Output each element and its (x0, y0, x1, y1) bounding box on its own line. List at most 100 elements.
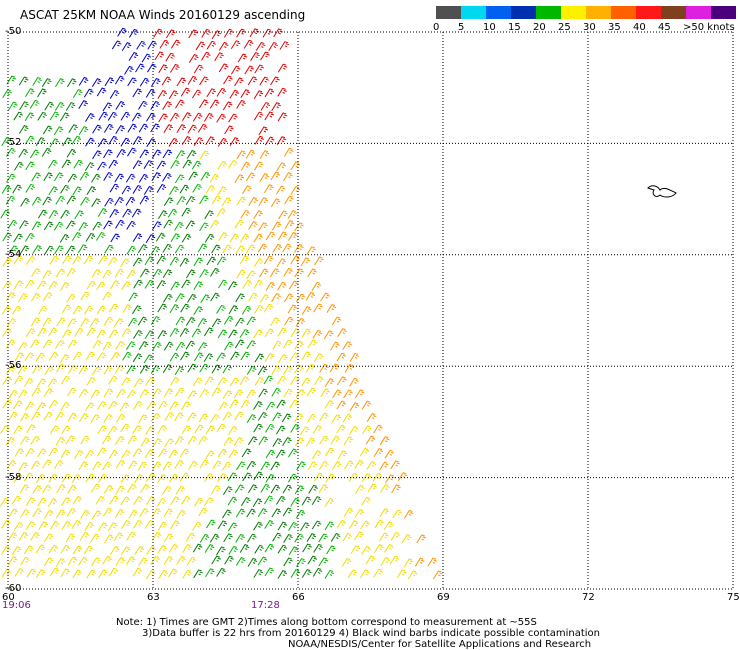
wind-barb (211, 485, 221, 495)
wind-barb (253, 471, 263, 481)
wind-barb (246, 389, 256, 399)
wind-barb (199, 459, 209, 469)
wind-barb (306, 246, 316, 256)
wind-barb (157, 424, 168, 434)
wind-barb (6, 147, 16, 157)
wind-barb (25, 328, 36, 337)
wind-barb (110, 351, 121, 361)
wind-barb (301, 377, 311, 387)
wind-barb (115, 340, 125, 350)
wind-barb (139, 149, 150, 159)
wind-barb (19, 220, 29, 230)
wind-barb (30, 411, 41, 421)
lat-tick-label: -60 (5, 583, 22, 594)
wind-barb (60, 568, 71, 578)
wind-barb (307, 413, 317, 423)
wind-barb (146, 112, 156, 122)
wind-barb (259, 173, 270, 182)
wind-barb (37, 327, 48, 337)
wind-barb (217, 329, 228, 339)
wind-barb (283, 267, 293, 277)
wind-barb (74, 327, 84, 337)
wind-barb (150, 316, 161, 325)
wind-barb (283, 293, 294, 303)
wind-barb (265, 231, 276, 241)
wind-barb (80, 317, 90, 327)
wind-barb (151, 172, 162, 182)
wind-barb (209, 533, 220, 543)
wind-barb (264, 136, 275, 146)
wind-barb (115, 459, 126, 469)
wind-barb (67, 173, 78, 183)
wind-barb (174, 244, 185, 254)
wind-barb (89, 318, 100, 327)
wind-barb (66, 293, 76, 303)
wind-barb (185, 532, 196, 542)
wind-barb (120, 496, 131, 506)
wind-barb (71, 473, 82, 483)
wind-barb (42, 196, 52, 206)
wind-barb (32, 245, 42, 254)
wind-barb (224, 125, 234, 135)
wind-barb (128, 317, 138, 327)
wind-barb (384, 543, 394, 553)
wind-barb (43, 557, 54, 567)
wind-barb (25, 401, 35, 411)
wind-barb (139, 77, 150, 87)
wind-barb (62, 255, 72, 265)
wind-barb (18, 462, 29, 472)
wind-barb (324, 447, 335, 457)
wind-barb (174, 459, 184, 469)
wind-barb (175, 316, 186, 326)
wind-barb (110, 280, 120, 290)
wind-barb (26, 424, 36, 434)
wind-barb (306, 387, 317, 397)
wind-barb (48, 186, 58, 196)
wind-barb (326, 304, 337, 313)
wind-barb (115, 485, 125, 495)
wind-barb (72, 255, 82, 265)
wind-barb (91, 557, 101, 567)
wind-barb (146, 546, 156, 556)
wind-barb (48, 544, 59, 554)
wind-barb (41, 78, 52, 87)
wind-barb (145, 234, 156, 244)
wind-barb (72, 186, 82, 196)
wind-barb (218, 279, 228, 289)
wind-barb (211, 30, 222, 40)
wind-barb (84, 162, 95, 171)
wind-barb (246, 270, 256, 280)
wind-barb (199, 195, 209, 205)
wind-barb (14, 567, 25, 577)
wind-barb (179, 257, 190, 267)
wind-barb (164, 411, 175, 421)
wind-barb (103, 149, 113, 159)
wind-barb (294, 533, 304, 543)
wind-barb (216, 352, 226, 362)
wind-barb (248, 292, 258, 302)
wind-barb (44, 245, 54, 255)
wind-barb (283, 366, 293, 375)
wind-barb (254, 304, 264, 314)
wind-barb (113, 532, 124, 542)
wind-barb (343, 389, 353, 399)
wind-barb (133, 279, 143, 289)
lon-tick-label: 63 (147, 592, 160, 603)
wind-barb (271, 387, 281, 397)
wind-barb (324, 498, 335, 507)
wind-barb (165, 52, 175, 62)
wind-barb (301, 328, 312, 338)
wind-barb (235, 508, 246, 518)
wind-barb (278, 210, 288, 220)
wind-barb (228, 113, 238, 123)
wind-barb (137, 461, 148, 471)
wind-barb (205, 450, 215, 460)
wind-barb (175, 293, 185, 302)
wind-barb (229, 137, 240, 147)
wind-barb (72, 569, 82, 579)
wind-barb (108, 159, 119, 169)
wind-barb (281, 413, 292, 423)
wind-barb (187, 390, 198, 400)
wind-barb (217, 186, 228, 196)
wind-barb (36, 378, 47, 388)
